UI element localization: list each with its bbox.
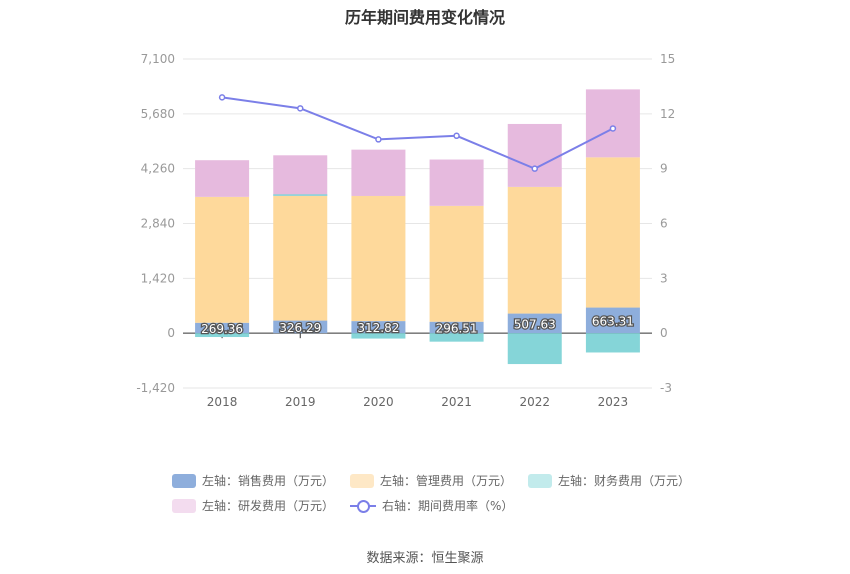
legend-label: 左轴：研发费用（万元） [202, 499, 335, 513]
sales-value-label: 326.29 [279, 321, 321, 335]
sales-value-label: 663.31 [592, 314, 634, 328]
bar-finance [273, 194, 328, 196]
legend-swatch [172, 473, 196, 488]
bar-finance [351, 333, 406, 339]
legend-label: 左轴：销售费用（万元） [202, 474, 335, 488]
bar-rd [429, 159, 484, 206]
chart-title: 历年期间费用变化情况 [344, 8, 505, 27]
bar-rd [195, 160, 250, 197]
rate-point [375, 136, 382, 143]
bar-rd [351, 149, 406, 196]
legend-swatch [528, 473, 553, 488]
legend-item[interactable]: 左轴：研发费用（万元） [172, 497, 334, 514]
legend-swatch [350, 473, 375, 488]
right-tick-label: 0 [660, 326, 668, 340]
legend-label: 右轴：期间费用率（%） [382, 499, 514, 513]
legend-label: 左轴：管理费用（万元） [380, 474, 513, 488]
bar-finance [585, 333, 640, 353]
rate-line [221, 96, 614, 170]
bar-sales [273, 320, 328, 334]
x-axis-ticks: 2018 2019 2020 2021 2022 2023 [207, 333, 628, 409]
legend-label: 左轴：财务费用（万元） [558, 474, 691, 488]
x-tick-label: 2021 [441, 395, 472, 409]
left-axis-ticks: 7,100 5,680 4,260 2,840 1,420 0 -1,420 [136, 52, 175, 395]
bar-series [195, 89, 640, 365]
sales-value-label: 507.63 [514, 317, 556, 331]
bar-rd [507, 123, 562, 187]
left-tick-label: 5,680 [141, 107, 175, 121]
x-tick-label: 2019 [285, 395, 316, 409]
bar-sales [195, 322, 250, 334]
rate-point [453, 132, 460, 140]
right-tick-label: 6 [660, 217, 668, 231]
sales-value-label: 296.51 [436, 321, 478, 335]
bar-sales [351, 321, 406, 334]
legend-item[interactable]: 左轴：销售费用（万元） [172, 472, 334, 489]
bar-sales [507, 313, 562, 334]
data-source-note: 数据来源：恒生聚源 [366, 551, 484, 566]
right-tick-label: -3 [660, 381, 672, 395]
bar-sales [429, 321, 484, 334]
left-tick-label: 2,840 [141, 217, 175, 231]
legend-row: 左轴：研发费用（万元） 右轴：期间费用率（%） [172, 497, 529, 514]
bar-sales [585, 307, 640, 334]
sales-value-label: 269.36 [201, 322, 243, 336]
legend-item[interactable]: 右轴：期间费用率（%） [350, 497, 513, 514]
left-tick-label: 4,260 [141, 162, 175, 176]
rate-point [609, 125, 617, 132]
x-tick-label: 2018 [207, 395, 238, 409]
right-tick-label: 9 [660, 162, 668, 176]
x-tick-label: 2022 [519, 395, 550, 409]
bar-admin [273, 195, 328, 321]
right-axis-ticks: 15 12 9 6 3 0 -3 [660, 52, 675, 395]
left-tick-label: 7,100 [141, 52, 175, 66]
x-tick-label: 2020 [363, 395, 394, 409]
bar-data-labels: 269.36 326.29 312.82 296.51 507.63 663.31 [200, 313, 635, 337]
rate-line-series [218, 94, 617, 172]
grid-lines [183, 58, 652, 389]
bar-admin [195, 196, 250, 323]
left-tick-label: 0 [167, 326, 175, 340]
right-tick-label: 12 [660, 107, 675, 121]
sales-value-label: 312.82 [357, 321, 399, 335]
bar-admin [585, 157, 640, 308]
rate-point [531, 165, 538, 172]
bar-admin [351, 195, 406, 322]
bar-rd [273, 155, 328, 196]
x-tick-label: 2023 [598, 395, 629, 409]
bar-finance [429, 333, 484, 342]
right-tick-label: 15 [660, 52, 675, 66]
bar-finance [195, 333, 250, 338]
bar-finance [507, 333, 562, 365]
legend-row: 左轴：销售费用（万元） 左轴：管理费用（万元） 左轴：财务费用（万元） [172, 472, 706, 489]
left-tick-label: -1,420 [136, 381, 175, 395]
bar-admin [507, 186, 562, 314]
bar-admin [429, 205, 484, 322]
left-tick-label: 1,420 [141, 271, 175, 285]
rate-point [297, 105, 304, 112]
legend-line-marker-icon [350, 499, 377, 513]
legend-item[interactable]: 左轴：管理费用（万元） [350, 472, 512, 489]
rate-point [218, 94, 226, 101]
legend-swatch [172, 498, 196, 513]
right-tick-label: 3 [660, 271, 668, 285]
legend-item[interactable]: 左轴：财务费用（万元） [528, 472, 690, 489]
bar-rd [585, 89, 640, 158]
